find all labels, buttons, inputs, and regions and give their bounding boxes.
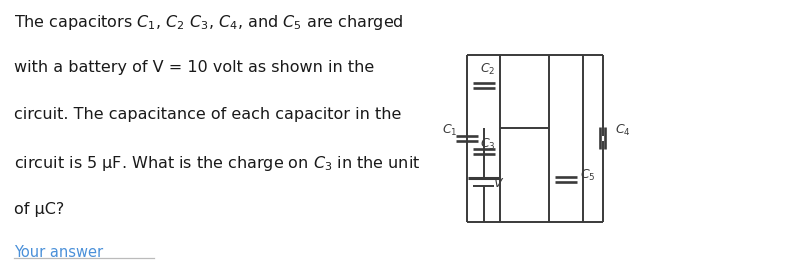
Text: The capacitors $C_1$, $C_2$ $C_3$, $C_4$, and $C_5$ are charged: The capacitors $C_1$, $C_2$ $C_3$, $C_4$… xyxy=(14,13,404,31)
Text: circuit is 5 μF. What is the charge on $C_3$ in the unit: circuit is 5 μF. What is the charge on $… xyxy=(14,154,421,173)
Text: circuit. The capacitance of each capacitor in the: circuit. The capacitance of each capacit… xyxy=(14,107,402,122)
Text: Your answer: Your answer xyxy=(14,245,104,260)
Text: $C_5$: $C_5$ xyxy=(581,168,596,183)
Text: $C_3$: $C_3$ xyxy=(479,137,495,152)
Text: of μC?: of μC? xyxy=(14,202,65,217)
Text: $C_1$: $C_1$ xyxy=(442,123,457,138)
Text: $C_4$: $C_4$ xyxy=(615,123,631,138)
Text: with a battery of V = 10 volt as shown in the: with a battery of V = 10 volt as shown i… xyxy=(14,60,374,75)
Text: $C_2$: $C_2$ xyxy=(480,62,495,78)
Text: $V$: $V$ xyxy=(494,177,505,190)
